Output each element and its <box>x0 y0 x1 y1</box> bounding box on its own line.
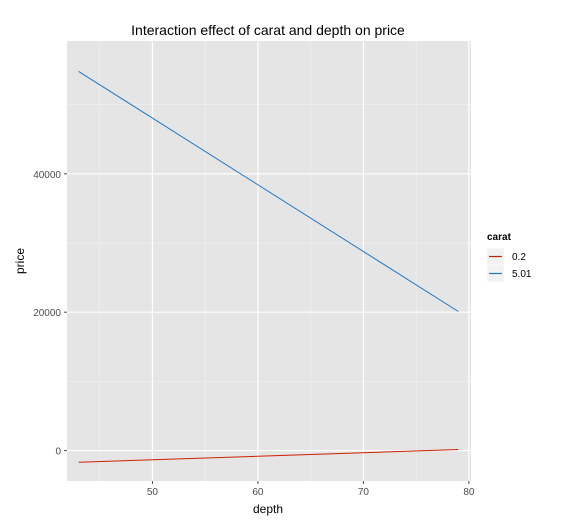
y-tick-label: 0 <box>55 447 61 458</box>
x-tick-label: 50 <box>147 487 159 498</box>
legend-items: 0.2 5.01 <box>486 247 532 283</box>
legend-label: 0.2 <box>512 252 526 263</box>
legend-label: 5.01 <box>512 269 532 280</box>
series-line-0.2 <box>78 449 459 463</box>
x-axis: 50 60 70 80 <box>147 481 475 498</box>
y-axis: 0 20000 40000 <box>33 170 67 458</box>
series-lines <box>78 70 459 463</box>
x-axis-title: depth <box>253 502 283 516</box>
y-tick-label: 20000 <box>33 308 61 319</box>
legend: carat 0.2 5.01 <box>486 232 532 283</box>
series-line-5.01 <box>78 70 459 312</box>
major-gridlines <box>67 41 471 481</box>
y-axis-title: price <box>13 248 27 274</box>
y-tick-label: 40000 <box>33 170 61 181</box>
minor-gridlines <box>67 41 471 481</box>
x-tick-label: 80 <box>463 487 475 498</box>
x-tick-label: 60 <box>252 487 264 498</box>
chart-title: Interaction effect of carat and depth on… <box>131 22 405 38</box>
x-tick-label: 70 <box>358 487 370 498</box>
legend-title: carat <box>487 232 512 243</box>
plot-panel <box>67 41 471 481</box>
